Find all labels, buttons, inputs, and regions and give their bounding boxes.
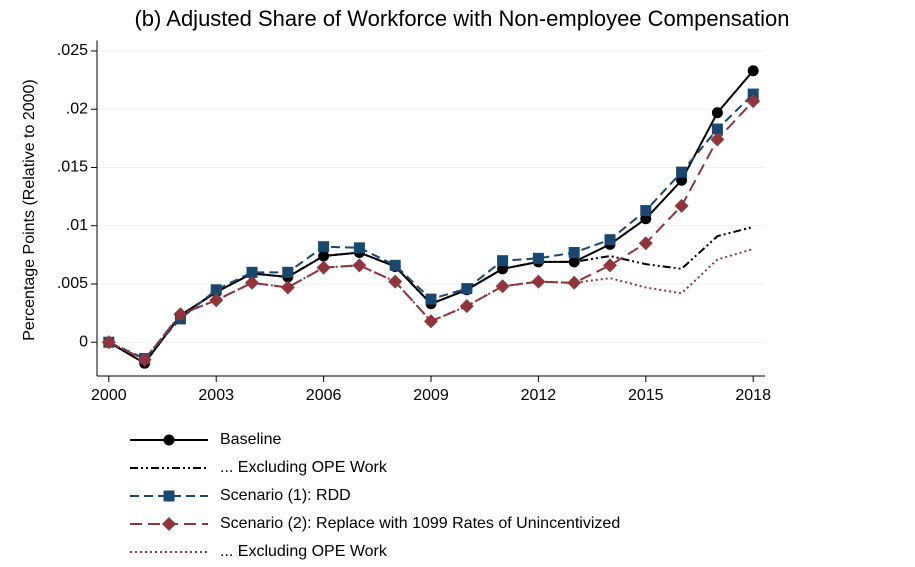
x-tick-label: 2015 xyxy=(628,387,664,404)
marker xyxy=(602,258,617,273)
marker xyxy=(710,132,725,147)
marker xyxy=(532,252,544,264)
chart-title: (b) Adjusted Share of Workforce with Non… xyxy=(134,6,789,31)
marker xyxy=(747,65,759,77)
x-tick-label: 2006 xyxy=(306,387,342,404)
y-tick-label: .02 xyxy=(66,100,88,117)
marker xyxy=(461,283,473,295)
marker xyxy=(567,275,582,290)
marker xyxy=(640,205,652,217)
marker xyxy=(318,241,330,253)
marker xyxy=(280,280,295,295)
marker xyxy=(604,234,616,246)
legend-label: Scenario (1): RDD xyxy=(220,487,351,504)
marker xyxy=(711,123,723,135)
y-axis-label: Percentage Points (Relative to 2000) xyxy=(21,79,38,340)
marker xyxy=(674,198,689,213)
marker xyxy=(210,284,222,296)
marker xyxy=(389,259,401,271)
x-tick-label: 2012 xyxy=(521,387,557,404)
marker xyxy=(711,107,723,119)
marker xyxy=(162,517,176,531)
legend-label: Scenario (2): Replace with 1099 Rates of… xyxy=(220,515,620,532)
y-tick-label: .025 xyxy=(57,42,88,59)
legend-label: Baseline xyxy=(220,431,281,448)
marker xyxy=(246,266,258,278)
marker xyxy=(388,274,403,289)
legend-label: ... Excluding OPE Work xyxy=(220,459,388,476)
marker xyxy=(316,260,331,275)
y-tick-label: 0 xyxy=(79,333,88,350)
legend-label: ... Excluding OPE Work xyxy=(220,543,388,560)
x-tick-label: 2018 xyxy=(735,387,771,404)
marker xyxy=(282,266,294,278)
marker xyxy=(497,255,509,267)
y-tick-label: .005 xyxy=(57,275,88,292)
marker xyxy=(425,293,437,305)
marker xyxy=(638,236,653,251)
series-line xyxy=(108,248,754,361)
marker xyxy=(163,434,175,446)
marker xyxy=(353,242,365,254)
y-tick-label: .01 xyxy=(66,217,88,234)
marker xyxy=(676,166,688,178)
marker xyxy=(137,352,152,367)
x-tick-label: 2003 xyxy=(198,387,234,404)
marker xyxy=(746,94,761,109)
marker xyxy=(568,247,580,259)
marker xyxy=(173,307,188,322)
x-tick-label: 2000 xyxy=(91,387,127,404)
x-tick-label: 2009 xyxy=(413,387,449,404)
marker xyxy=(163,490,175,502)
y-tick-label: .015 xyxy=(57,159,88,176)
marker xyxy=(352,258,367,273)
marker xyxy=(531,274,546,289)
marker xyxy=(568,256,580,268)
